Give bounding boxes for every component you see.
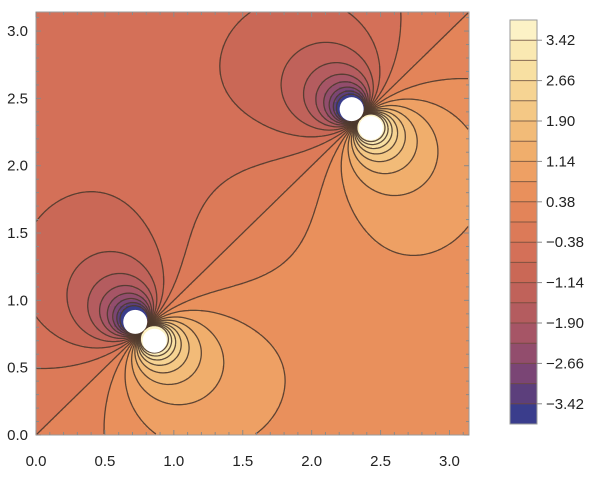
colorbar-tick-label: −0.38 bbox=[546, 234, 584, 251]
colorbar-tick-label: −1.90 bbox=[546, 315, 584, 332]
colorbar-band bbox=[510, 100, 537, 122]
y-tick-label: 2.5 bbox=[7, 90, 28, 107]
colorbar-band bbox=[510, 141, 537, 162]
colorbar-band bbox=[510, 181, 537, 203]
contour-image bbox=[36, 12, 469, 435]
x-axis: 0.0 0.5 1.0 1.5 2.0 2.5 3.0 bbox=[26, 12, 464, 470]
x-tick-label: 1.5 bbox=[232, 453, 253, 470]
contour-line bbox=[66, 41, 374, 343]
x-tick-label: 0.0 bbox=[26, 453, 47, 470]
colorbar-tick-label: −3.42 bbox=[546, 396, 584, 413]
colorbar-tick-label: 2.66 bbox=[546, 73, 575, 90]
colorbar-band bbox=[510, 20, 537, 41]
contour-line bbox=[130, 104, 439, 406]
contour-line bbox=[98, 73, 369, 338]
colorbar-tick-label: −1.14 bbox=[546, 275, 584, 292]
colorbar-band bbox=[510, 363, 537, 384]
x-tick-label: 2.5 bbox=[370, 453, 391, 470]
pole-markers bbox=[123, 97, 383, 353]
colorbar-band bbox=[510, 242, 537, 263]
x-tick-label: 3.0 bbox=[439, 453, 460, 470]
x-tick-label: 1.0 bbox=[163, 453, 184, 470]
positive-pole-marker bbox=[142, 328, 167, 353]
colorbar-band bbox=[510, 282, 537, 304]
colorbar-band bbox=[510, 403, 537, 425]
colorbar-band bbox=[510, 262, 537, 283]
y-axis: 0.0 0.5 1.0 1.5 2.0 2.5 3.0 bbox=[7, 17, 469, 444]
y-tick-label: 0.0 bbox=[7, 427, 28, 444]
colorbar-frame bbox=[509, 19, 538, 425]
colorbar-tick-label: 3.42 bbox=[546, 32, 575, 49]
colorbar-band bbox=[510, 161, 537, 182]
x-tick-label: 2.0 bbox=[301, 453, 322, 470]
negative-pole-marker bbox=[339, 97, 364, 122]
plot-area bbox=[35, 11, 470, 436]
y-tick-label: 1.5 bbox=[7, 225, 28, 242]
y-tick-label: 1.0 bbox=[7, 292, 28, 309]
colorbar-band bbox=[510, 222, 537, 243]
colorbar-tick-label: 1.90 bbox=[546, 113, 575, 130]
contour-line bbox=[139, 113, 386, 354]
colorbar-band bbox=[510, 121, 537, 142]
colorbar-band bbox=[510, 383, 537, 405]
y-tick-label: 0.5 bbox=[7, 360, 28, 377]
positive-pole-marker bbox=[358, 116, 383, 141]
colorbar-band bbox=[510, 60, 537, 81]
colorbar-band bbox=[510, 40, 537, 61]
y-tick-label: 3.0 bbox=[7, 23, 28, 40]
colorbar-band bbox=[510, 323, 537, 344]
colorbar-band bbox=[510, 80, 537, 102]
plot-frame bbox=[35, 11, 470, 436]
colorbar-band bbox=[510, 201, 537, 223]
colorbar: 3.42 2.66 1.90 1.14 0.38 −0.38 −1.14 −1.90 −2.66… bbox=[509, 19, 584, 425]
y-tick-label: 2.0 bbox=[7, 158, 28, 175]
contour-line bbox=[36, 12, 469, 435]
contour-lines bbox=[36, 12, 469, 435]
colorbar-tick-label: 1.14 bbox=[546, 153, 575, 170]
negative-pole-marker bbox=[123, 309, 148, 334]
colorbar-tick-label: −2.66 bbox=[546, 355, 584, 372]
colorbar-tick-label: 0.38 bbox=[546, 194, 575, 211]
x-tick-label: 0.5 bbox=[94, 453, 115, 470]
colorbar-band bbox=[510, 343, 537, 364]
colorbar-band bbox=[510, 302, 537, 324]
